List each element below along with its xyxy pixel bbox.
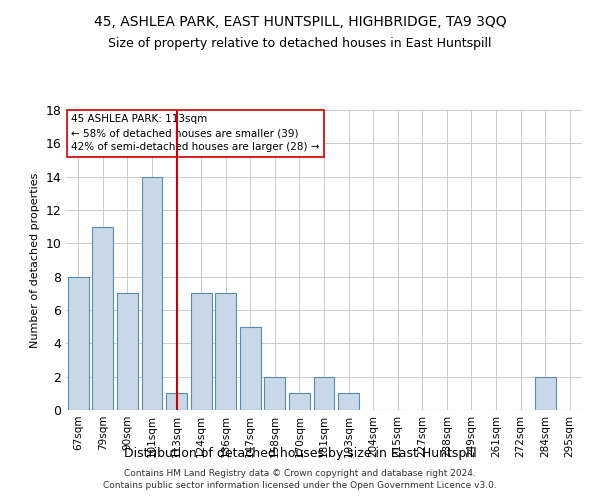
- Bar: [240, 326, 261, 410]
- Text: Size of property relative to detached houses in East Huntspill: Size of property relative to detached ho…: [108, 38, 492, 51]
- Bar: [215, 294, 236, 410]
- Bar: [92, 226, 113, 410]
- Bar: [265, 376, 286, 410]
- Y-axis label: Number of detached properties: Number of detached properties: [30, 172, 40, 348]
- Bar: [338, 394, 359, 410]
- Bar: [191, 294, 212, 410]
- Text: 45, ASHLEA PARK, EAST HUNTSPILL, HIGHBRIDGE, TA9 3QQ: 45, ASHLEA PARK, EAST HUNTSPILL, HIGHBRI…: [94, 15, 506, 29]
- Bar: [314, 376, 334, 410]
- Bar: [68, 276, 89, 410]
- Bar: [142, 176, 163, 410]
- Bar: [289, 394, 310, 410]
- Bar: [117, 294, 138, 410]
- Text: Contains HM Land Registry data © Crown copyright and database right 2024.
Contai: Contains HM Land Registry data © Crown c…: [103, 469, 497, 490]
- Text: 45 ASHLEA PARK: 113sqm
← 58% of detached houses are smaller (39)
42% of semi-det: 45 ASHLEA PARK: 113sqm ← 58% of detached…: [71, 114, 320, 152]
- Bar: [535, 376, 556, 410]
- Bar: [166, 394, 187, 410]
- Text: Distribution of detached houses by size in East Huntspill: Distribution of detached houses by size …: [124, 448, 476, 460]
